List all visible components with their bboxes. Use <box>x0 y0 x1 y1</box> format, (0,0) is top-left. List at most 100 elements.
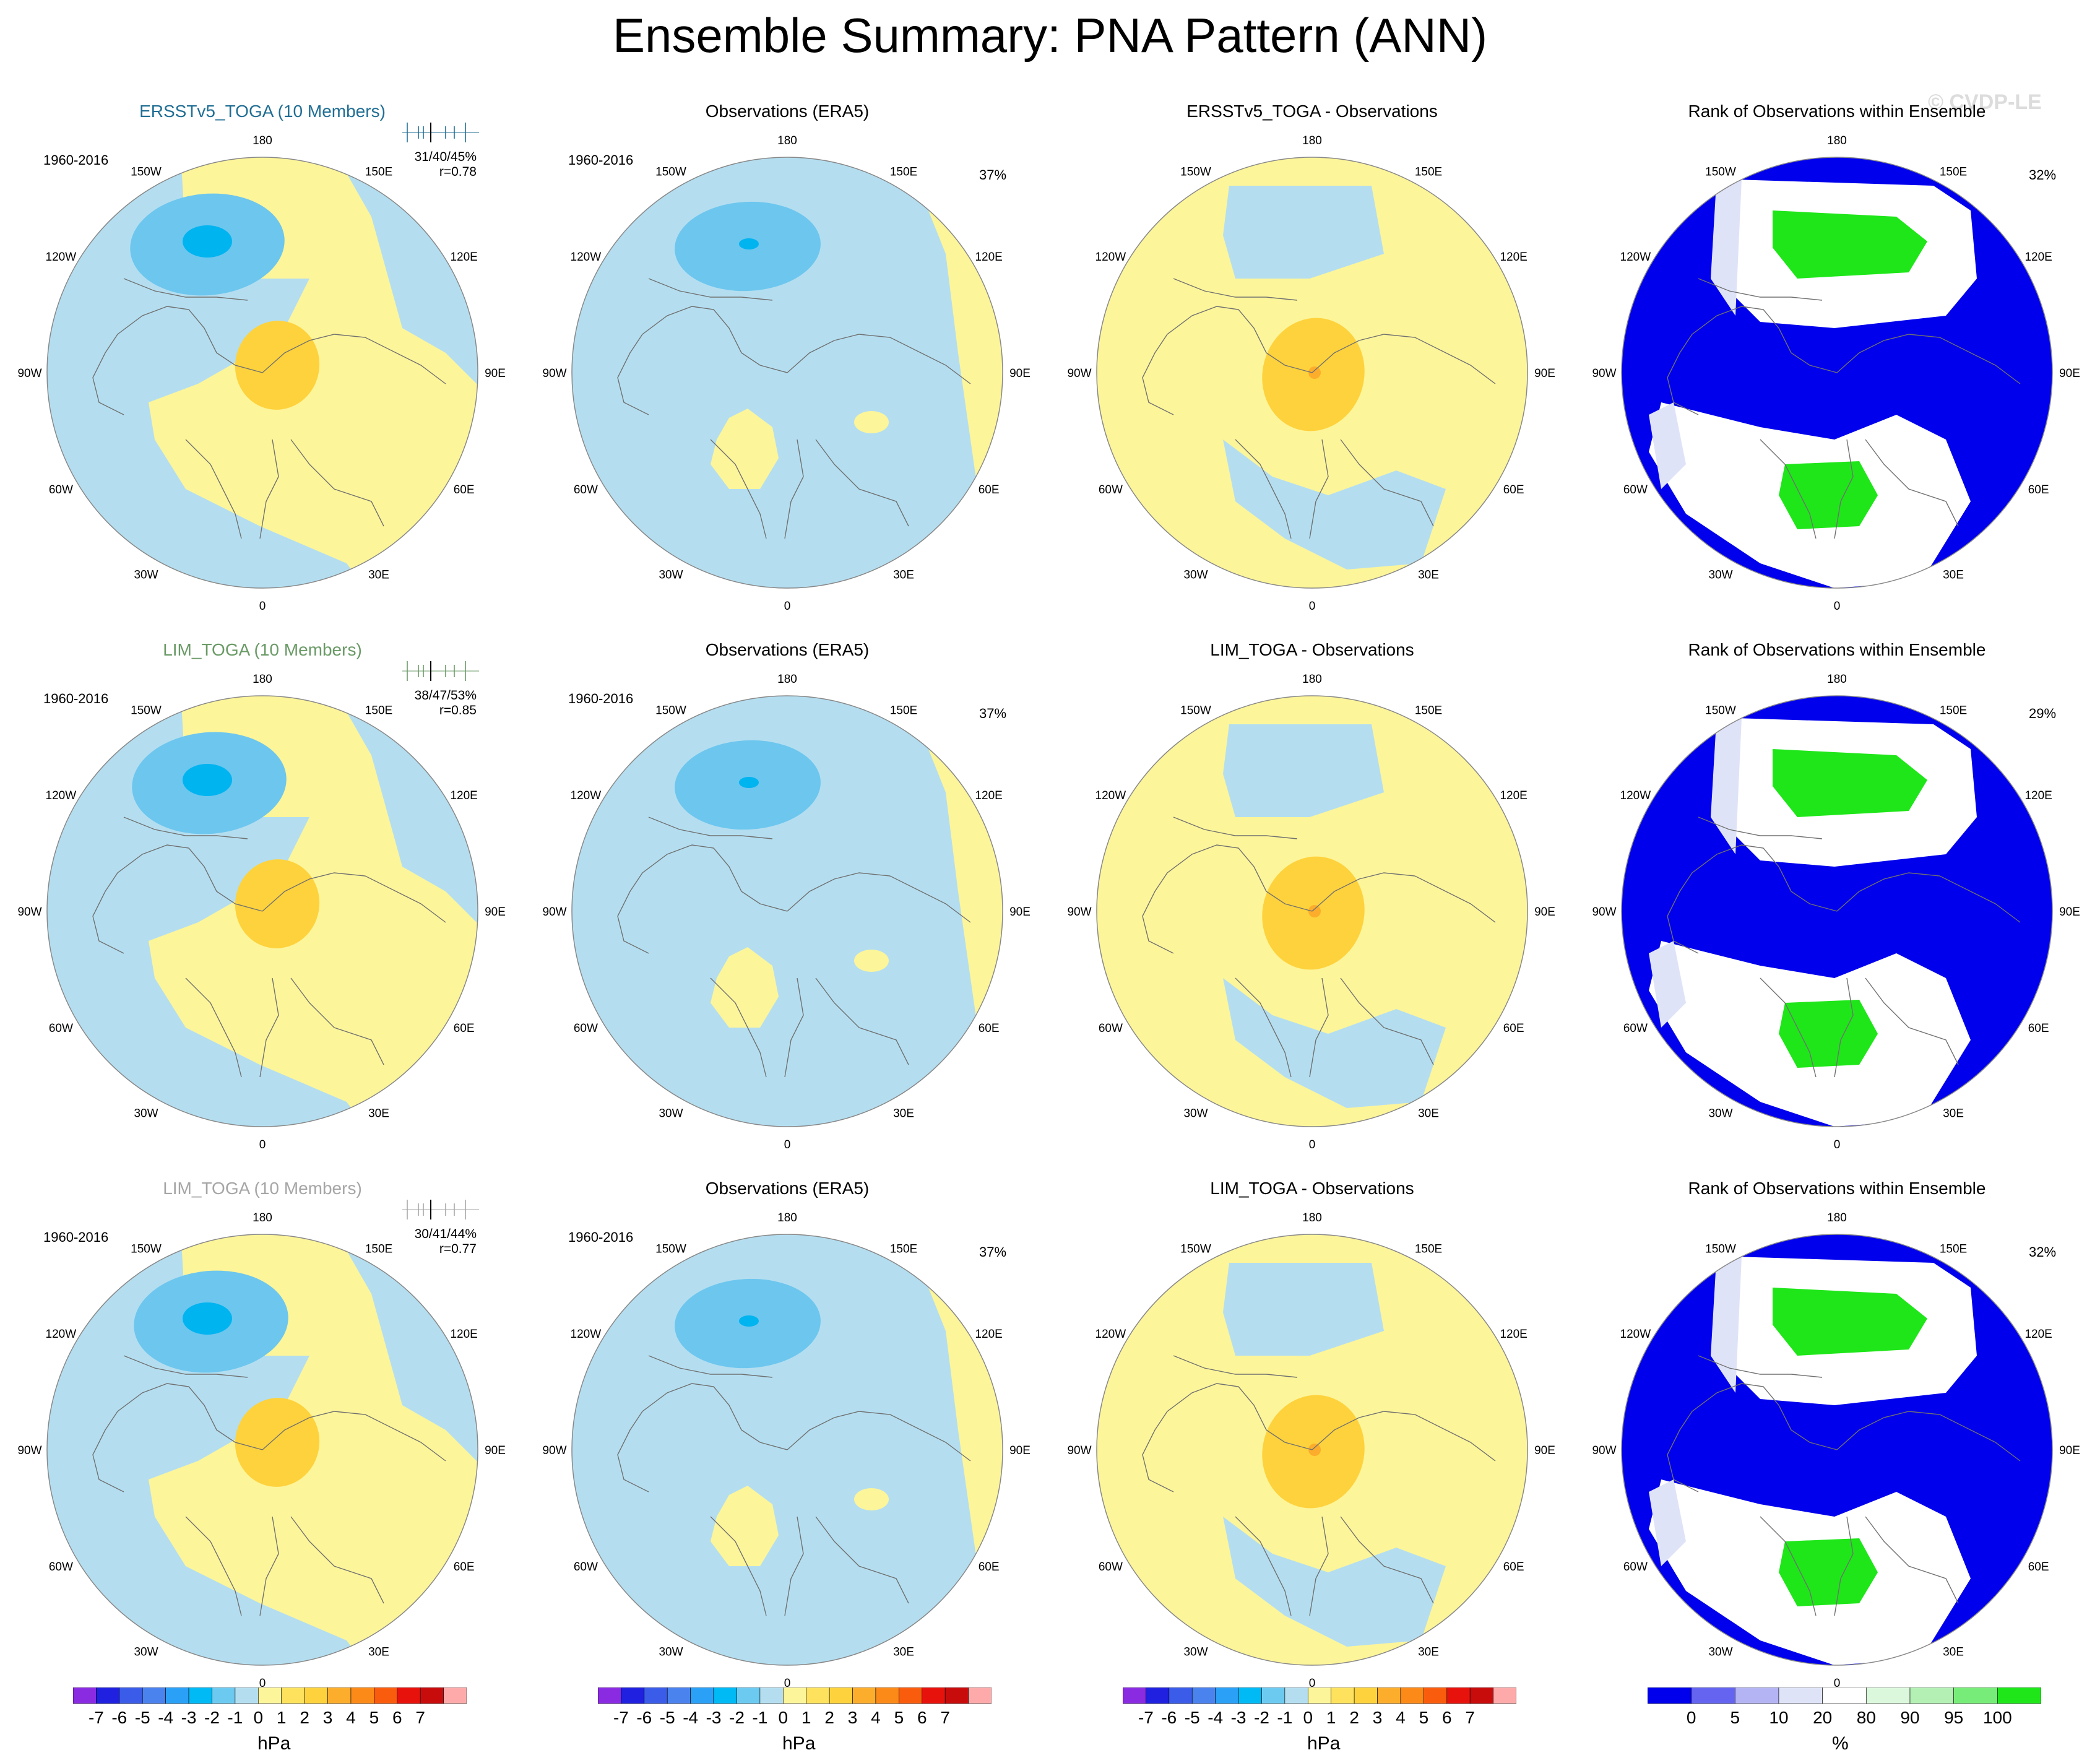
longitude-label: 150W <box>655 165 686 178</box>
colorbar-swatch <box>621 1687 645 1704</box>
map-boundary <box>46 1234 478 1666</box>
coastlines <box>1667 817 2021 1078</box>
diff-panel: 180 150E 120E 90E 60E 30E 0 30W 60W 90W 120W 150W LI… <box>1050 1170 1575 1708</box>
longitude-label: 180 <box>1302 134 1322 147</box>
longitude-label: 120E <box>2024 789 2052 802</box>
longitude-label: 150E <box>365 165 392 178</box>
map-boundary <box>571 695 1003 1127</box>
colorbar-swatch <box>443 1687 467 1704</box>
longitude-label: 150E <box>1940 704 1967 717</box>
longitude-label: 60W <box>1099 483 1123 496</box>
map-boundary <box>1621 1234 2053 1666</box>
field-positive-blob <box>854 1488 889 1510</box>
longitude-label: 30W <box>134 1107 158 1120</box>
longitude-label: 30E <box>893 1107 914 1120</box>
colorbar-label: -6 <box>636 1708 652 1727</box>
polar-map: 180 150E 120E 90E 60E 30E 0 30W 60W 90W 120W 150W <box>1592 673 2080 1151</box>
longitude-label: 90E <box>1009 1444 1031 1457</box>
longitude-label: 120E <box>975 1328 1002 1341</box>
coastlines <box>617 278 971 539</box>
longitude-label: 90W <box>1067 906 1091 919</box>
colorbar-swatch <box>119 1687 143 1704</box>
longitude-label: 60W <box>574 483 598 496</box>
colorbar-swatch <box>350 1687 374 1704</box>
colorbar-swatch <box>1648 1687 1692 1704</box>
polar-map: 180 150E 120E 90E 60E 30E 0 30W 60W 90W 120W 150W <box>1592 134 2080 613</box>
longitude-label: 120E <box>450 1328 477 1341</box>
longitude-label: 0 <box>1309 1138 1316 1151</box>
colorbar-swatch <box>598 1687 621 1704</box>
colorbar-swatch <box>1238 1687 1262 1704</box>
longitude-label: 120W <box>46 251 77 264</box>
longitude-label: 90W <box>542 367 566 380</box>
colorbar: 0 5 10 20 80 90 95 100% <box>1648 1687 2041 1756</box>
pattern-correlation: r=0.77 <box>439 1242 477 1256</box>
colorbar-label: 2 <box>300 1708 309 1727</box>
longitude-label: 150W <box>1180 165 1211 178</box>
map-boundary <box>46 695 478 1127</box>
colorbar-label: -1 <box>1277 1708 1292 1727</box>
longitude-label: 120W <box>571 251 602 264</box>
longitude-label: 60W <box>49 1561 73 1574</box>
colorbar-unit: hPa <box>782 1733 816 1754</box>
percent-label: 37% <box>979 1244 1007 1260</box>
longitude-label: 150E <box>1415 1242 1442 1255</box>
coastlines <box>1667 1355 2021 1616</box>
colorbar-swatch <box>737 1687 761 1704</box>
colorbar-swatch <box>899 1687 923 1704</box>
longitude-label: 30E <box>1943 569 1964 582</box>
longitude-label: 60E <box>1503 483 1524 496</box>
longitude-label: 30W <box>1708 1107 1732 1120</box>
map-field <box>572 1234 1003 1665</box>
diff-panel: 180 150E 120E 90E 60E 30E 0 30W 60W 90W 120W 150W ER… <box>1050 93 1575 631</box>
field-positive-lobe <box>711 947 779 1028</box>
high-center <box>235 859 320 948</box>
longitude-label: 120E <box>1500 1328 1527 1341</box>
longitude-label: 120W <box>1095 1328 1126 1341</box>
map-boundary <box>571 157 1003 589</box>
longitude-label: 0 <box>784 1677 791 1690</box>
longitude-label: 60W <box>49 483 73 496</box>
longitude-label: 30E <box>1943 1646 1964 1659</box>
field-negative-north <box>1223 724 1384 817</box>
longitude-label: 60W <box>1623 1022 1648 1035</box>
colorbar-label: -4 <box>158 1708 173 1727</box>
longitude-label: 30W <box>659 569 683 582</box>
longitude-label: 0 <box>1834 1677 1841 1690</box>
longitude-label: 120E <box>1500 789 1527 802</box>
longitude-label: 60W <box>1623 1561 1648 1574</box>
colorbar-label: 2 <box>1349 1708 1359 1727</box>
polar-map: 180 150E 120E 90E 60E 30E 0 30W 60W 90W 120W 150W <box>17 673 505 1151</box>
percent-label: 32% <box>2029 167 2057 183</box>
colorbar-label: 0 <box>1303 1708 1313 1727</box>
colorbar-swatch <box>875 1687 899 1704</box>
longitude-label: 60E <box>454 483 475 496</box>
percent-label: 32% <box>2029 1244 2057 1260</box>
low-center-inner <box>739 238 759 249</box>
longitude-label: 150E <box>1940 1242 1967 1255</box>
colorbar-swatch <box>281 1687 305 1704</box>
longitude-label: 30W <box>659 1107 683 1120</box>
colorbar-label: 5 <box>1731 1708 1740 1727</box>
colorbar: -7 -6 -5 -4 -3 -2 -1 0 1 2 3 4 5 6 7 hPa <box>1123 1687 1516 1756</box>
longitude-label: 30W <box>1708 569 1732 582</box>
colorbar-swatch <box>690 1687 714 1704</box>
colorbar-swatch <box>1424 1687 1448 1704</box>
colorbar-label: 0 <box>254 1708 264 1727</box>
colorbar-label: 0 <box>779 1708 789 1727</box>
polar-map: 180 150E 120E 90E 60E 30E 0 30W 60W 90W 120W 150W <box>17 134 505 613</box>
colorbar-swatch <box>212 1687 236 1704</box>
percent-label: 37% <box>979 167 1007 183</box>
colorbar-label: 7 <box>415 1708 425 1727</box>
polar-map: 180 150E 120E 90E 60E 30E 0 30W 60W 90W 120W 150W <box>1067 673 1555 1151</box>
colorbar-swatch <box>1446 1687 1471 1704</box>
ensemble-rug <box>402 123 479 142</box>
longitude-label: 60E <box>454 1022 475 1035</box>
colorbar-label: 0 <box>1687 1708 1696 1727</box>
rank-lavender-north <box>1711 712 1742 854</box>
percent-label: 37% <box>979 706 1007 721</box>
longitude-label: 30E <box>1943 1107 1964 1120</box>
longitude-label: 150W <box>1705 1242 1736 1255</box>
colorbar-label: -2 <box>1254 1708 1269 1727</box>
field-negative-north <box>1223 1263 1384 1356</box>
